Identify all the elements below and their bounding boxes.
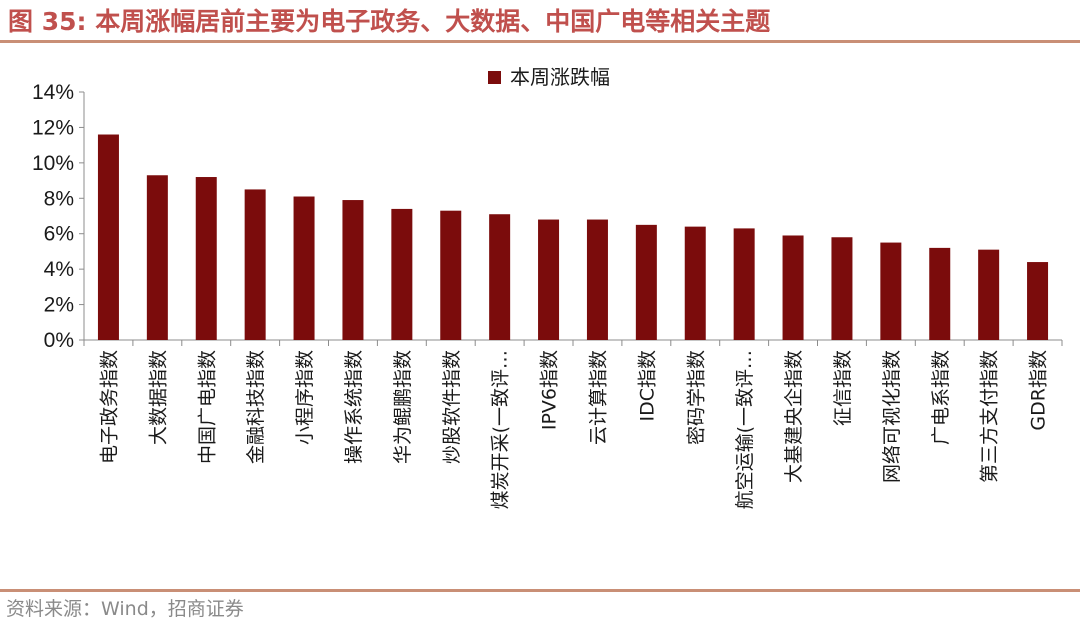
bar [489,214,511,340]
bar [440,210,462,340]
bar [880,242,902,340]
category-label: 中国广电指数 [196,350,218,464]
category-labels: 电子政务指数 大数据指数 中国广电指数 金融科技指数 小程序指数 操作系统指数 华为鲲鹏指数… [98,350,1049,509]
y-tick-label: 2% [44,294,74,317]
category-label: 金融科技指数 [245,350,267,464]
bar-chart: 本周涨跌幅 0% 2% 4% 6% 8% 10% 12% 14% 电子政务指数 大数据指数 中国广… [32,65,1063,509]
bar [733,228,755,340]
category-label: 炒股软件指数 [441,350,463,464]
x-axis [83,339,1063,346]
bar [538,219,560,340]
category-label: IPV6指数 [539,350,561,430]
bar [1027,262,1049,340]
legend-swatch [488,71,501,84]
category-label: 征信指数 [832,350,854,426]
category-label: 煤炭开采(一致评… [490,350,512,509]
title-divider [0,40,1080,43]
category-label: 广电系指数 [930,350,952,445]
y-tick-label: 6% [44,223,74,246]
source-note: 资料来源：Wind，招商证券 [6,598,244,620]
bar [391,208,413,340]
category-label: 航空运输(一致评… [734,350,756,509]
category-label: 电子政务指数 [98,350,120,464]
bar-series [97,134,1049,340]
figure-title: 图 35: 本周涨幅居前主要为电子政务、大数据、中国广电等相关主题 [8,7,771,36]
bar [244,189,266,340]
category-label: 华为鲲鹏指数 [392,350,414,464]
category-label: 云计算指数 [587,350,609,445]
bar [635,224,657,340]
bar [831,237,853,340]
bar [146,175,168,340]
category-label: 密码学指数 [685,350,707,445]
y-axis: 0% 2% 4% 6% 8% 10% 12% 14% [32,81,85,352]
category-label: 网络可视化指数 [881,350,903,483]
legend-label: 本周涨跌幅 [510,65,610,89]
y-tick-label: 12% [32,116,74,139]
bar [293,196,315,340]
category-label: 大基建央企指数 [783,350,805,483]
category-label: 第三方支付指数 [979,350,1001,483]
category-label: IDC指数 [636,350,658,422]
category-label: 小程序指数 [294,350,316,445]
category-label: 大数据指数 [147,350,169,445]
bar [342,200,364,340]
bar [195,177,217,340]
category-label: GDR指数 [1028,350,1050,431]
category-label: 操作系统指数 [343,350,365,464]
chart-legend: 本周涨跌幅 [488,65,610,89]
bar [978,249,1000,340]
bar [586,219,608,340]
bar [684,226,706,340]
bar [929,247,951,340]
footer-divider [0,589,1080,592]
y-tick-label: 14% [32,81,74,104]
y-tick-label: 10% [32,152,74,175]
y-tick-label: 4% [44,258,74,281]
y-tick-label: 0% [44,329,74,352]
bar [782,235,804,340]
bar [97,134,119,340]
y-tick-label: 8% [44,187,74,210]
